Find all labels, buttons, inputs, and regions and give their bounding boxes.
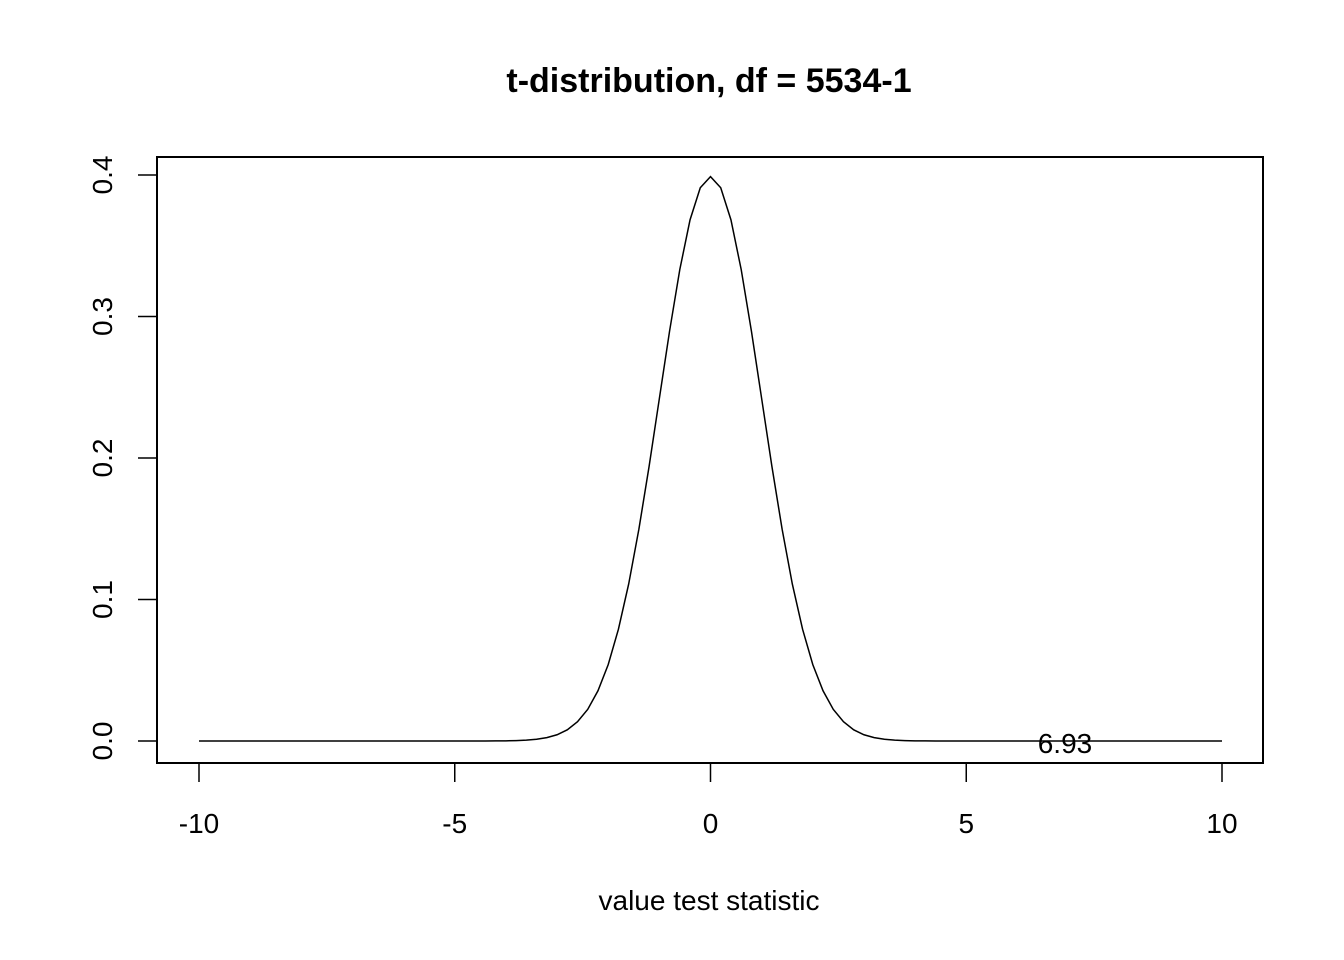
x-tick-label: 0 [703, 808, 719, 839]
y-tick-label: 0.1 [87, 580, 118, 619]
y-tick-label: 0.3 [87, 297, 118, 336]
y-tick-label: 0.0 [87, 722, 118, 761]
x-axis-label: value test statistic [599, 885, 820, 916]
x-tick-label: 10 [1206, 808, 1237, 839]
y-axis: 0.0 0.1 0.2 0.3 0.4 [87, 156, 158, 761]
annotations: 6.93 [1038, 728, 1093, 759]
x-tick-label: 5 [958, 808, 974, 839]
density-curve [199, 175, 1222, 742]
x-tick-label: -5 [442, 808, 467, 839]
x-axis: -10 -5 0 5 10 [179, 762, 1238, 839]
y-tick-label: 0.4 [87, 156, 118, 195]
annotation-label: 6.93 [1038, 728, 1093, 759]
chart-title: t-distribution, df = 5534-1 [506, 62, 911, 100]
plot-frame [156, 156, 1264, 764]
y-tick-label: 0.2 [87, 439, 118, 478]
x-tick-label: -10 [179, 808, 219, 839]
